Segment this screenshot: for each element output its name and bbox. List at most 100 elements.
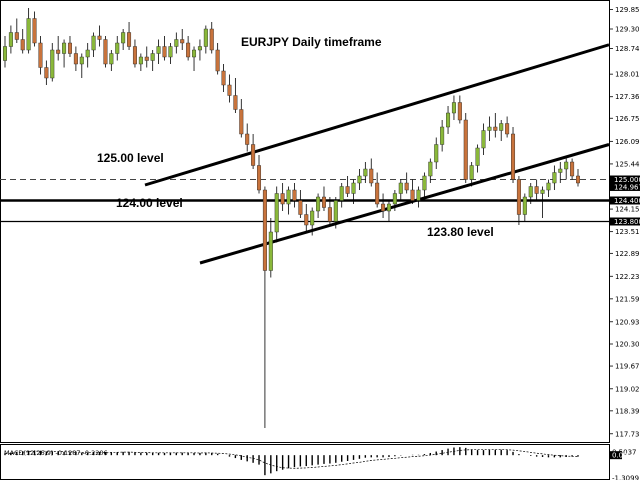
candle — [174, 32, 179, 54]
candle-body — [8, 32, 13, 47]
candle-body — [487, 126, 492, 131]
price-tick-label: 119.670 — [615, 363, 640, 371]
candle-body — [516, 179, 521, 215]
candle-body — [558, 168, 563, 173]
candle-body — [333, 200, 338, 222]
candle-body — [422, 175, 427, 191]
candle — [56, 36, 61, 61]
candle-body — [121, 32, 126, 44]
candle — [487, 116, 492, 141]
candle-body — [132, 46, 137, 65]
candle-body — [3, 46, 7, 61]
candle — [215, 43, 220, 75]
candle-body — [552, 172, 557, 184]
candle-body — [564, 161, 569, 170]
candle-body — [310, 210, 315, 226]
candle — [268, 218, 273, 278]
macd-tick-label: 0.5037 — [612, 449, 637, 457]
candle — [103, 36, 108, 68]
candle — [469, 162, 474, 187]
candle — [203, 25, 208, 54]
price-tick-label: 129.855 — [615, 6, 640, 14]
candle-body — [32, 18, 37, 44]
price-tag-box — [610, 175, 640, 184]
candle — [156, 39, 161, 64]
candle-body — [79, 56, 84, 65]
candle — [381, 193, 386, 218]
candle — [286, 186, 291, 215]
candle — [570, 158, 575, 180]
candle — [345, 176, 350, 197]
candle-body — [197, 46, 202, 51]
candle — [304, 204, 309, 232]
candle — [516, 176, 521, 225]
price-tag-label: 124.967 — [614, 183, 640, 191]
candle — [528, 183, 533, 204]
macd-tick-label: -1.3099 — [612, 475, 639, 480]
candle-body — [446, 112, 451, 128]
candle — [446, 106, 451, 134]
candle-body — [534, 186, 539, 194]
candle-body — [386, 203, 391, 212]
price-tick-label: 125.445 — [615, 160, 640, 168]
candle — [227, 74, 232, 103]
candle-body — [410, 189, 415, 201]
candle — [186, 36, 191, 61]
candle-body — [576, 175, 581, 184]
candle-body — [103, 39, 108, 65]
candle — [505, 116, 510, 138]
candle-body — [268, 231, 273, 271]
candle-body — [50, 49, 55, 79]
candle-body — [14, 32, 19, 40]
candle-body — [451, 102, 456, 114]
price-tick-label: 129.300 — [615, 26, 640, 34]
price-tick-label: 124.155 — [615, 206, 640, 214]
price-tick-label: 128.010 — [615, 71, 640, 79]
candle-body — [505, 123, 510, 135]
candle — [511, 127, 516, 183]
candle-body — [150, 53, 155, 61]
candle — [327, 197, 332, 225]
candle-body — [109, 53, 114, 65]
candle — [209, 22, 214, 54]
candle-body — [262, 189, 267, 271]
candle — [121, 29, 126, 50]
candlesticks — [3, 8, 581, 428]
level-label-123-80: 123.80 level — [427, 225, 494, 239]
macd-label: MACD(12,26,9) -0.1287 -0.2206 — [4, 449, 108, 457]
candle — [428, 158, 433, 183]
candle — [150, 50, 155, 71]
candle-body — [227, 84, 232, 96]
candle-body — [245, 133, 250, 145]
candle-body — [26, 18, 31, 51]
candle-body — [327, 207, 332, 222]
candle — [463, 113, 468, 183]
candle — [392, 190, 397, 211]
channel-lines — [144, 43, 610, 265]
candle-body — [38, 42, 43, 68]
candle — [410, 179, 415, 204]
candle-body — [392, 193, 397, 205]
candle-body — [404, 182, 409, 191]
candle — [38, 36, 43, 75]
candle-body — [381, 203, 386, 212]
candle — [321, 186, 326, 211]
candle-body — [156, 46, 161, 54]
candle-body — [85, 49, 90, 58]
candle — [192, 46, 197, 71]
candle — [404, 172, 409, 194]
candle — [262, 186, 267, 428]
candle-body — [522, 196, 527, 215]
candle-body — [440, 126, 445, 145]
candle-body — [298, 200, 303, 215]
candle-body — [91, 35, 96, 51]
candle-body — [363, 168, 368, 177]
candle-body — [428, 161, 433, 177]
candle — [540, 186, 545, 218]
channel-line-1 — [199, 143, 610, 265]
price-tick-label: 126.090 — [615, 138, 640, 146]
candle — [168, 43, 173, 64]
candle — [274, 186, 279, 243]
price-tag-box — [610, 217, 640, 226]
